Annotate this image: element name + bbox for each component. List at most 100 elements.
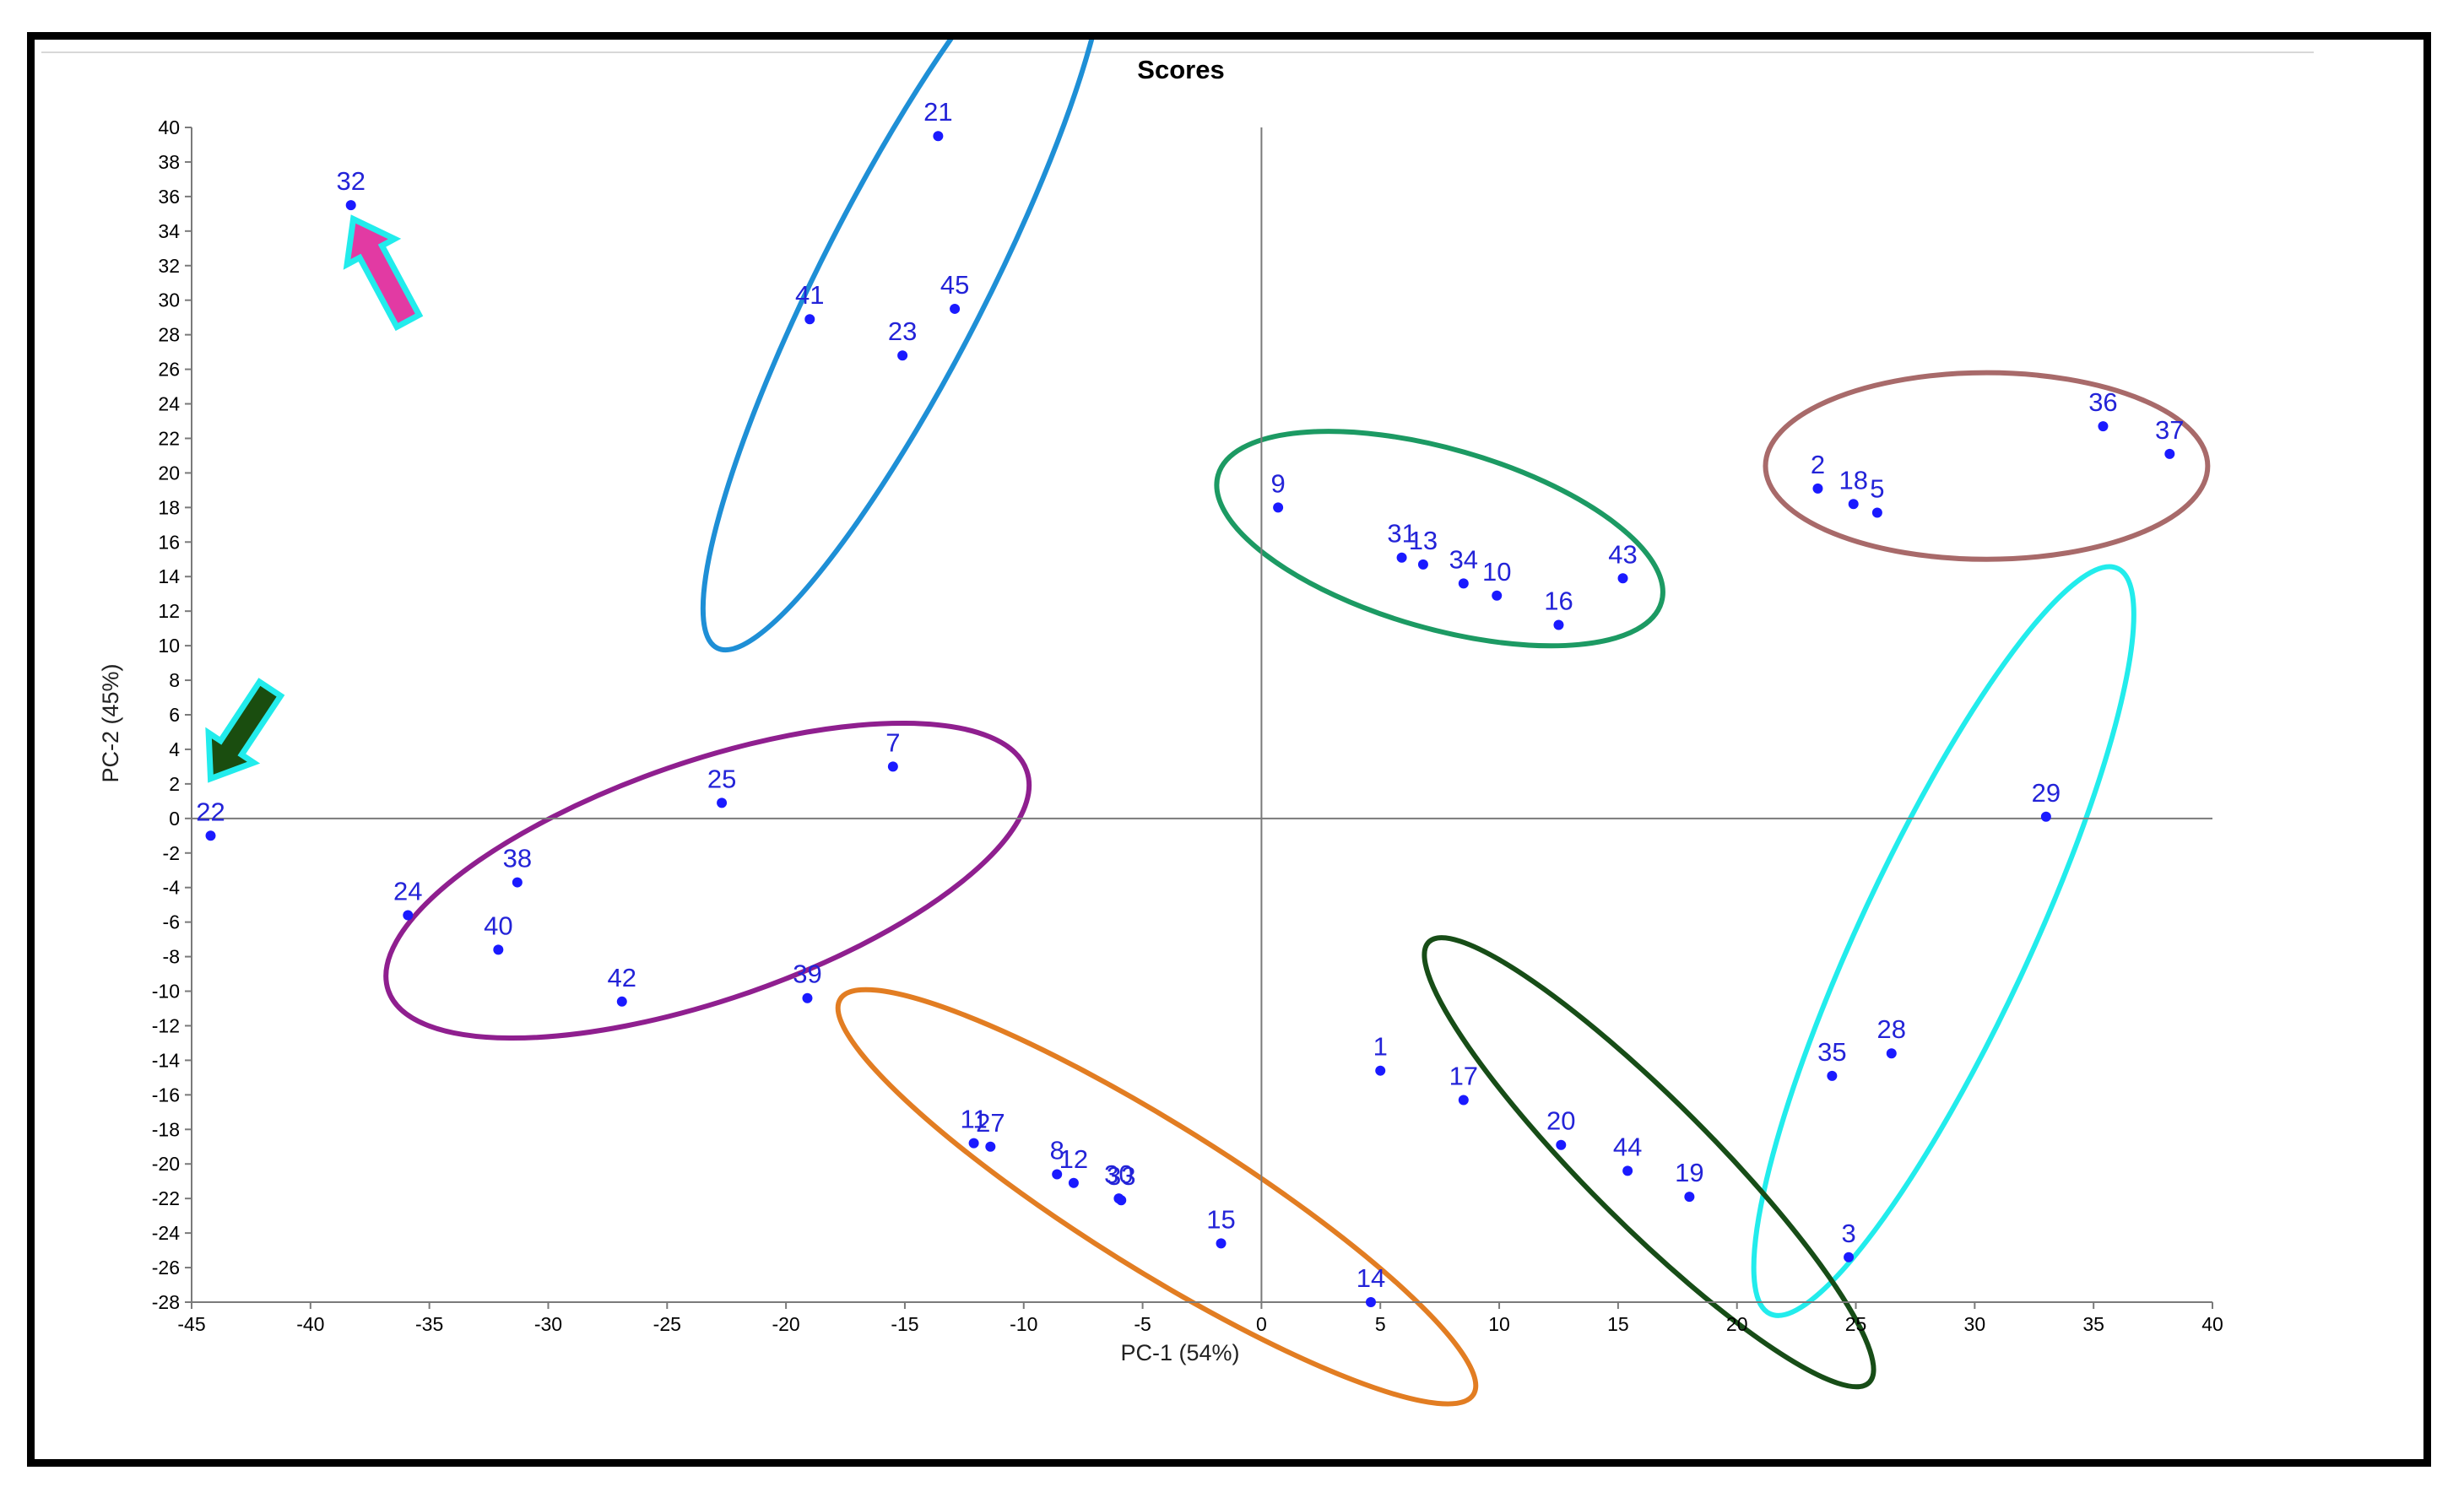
annotation-arrows	[205, 214, 424, 783]
group-ellipse-cyan	[1751, 564, 2136, 1318]
point-label-42: 42	[608, 963, 636, 992]
y-tick-label: 6	[169, 704, 180, 726]
x-axis-title: PC-1 (54%)	[1120, 1340, 1239, 1365]
x-tick-label: 20	[1726, 1313, 1748, 1335]
point-label-23: 23	[888, 316, 917, 346]
x-tick-label: -35	[415, 1313, 443, 1335]
x-tick-label: -10	[1010, 1313, 1037, 1335]
point-label-45: 45	[940, 270, 969, 300]
point-13	[1417, 559, 1428, 570]
point-24	[403, 910, 414, 921]
point-label-16: 16	[1544, 587, 1573, 616]
point-label-31: 31	[1387, 519, 1416, 549]
point-40	[493, 944, 504, 955]
point-label-28: 28	[1877, 1014, 1906, 1044]
point-label-24: 24	[393, 876, 422, 906]
y-tick-label: 24	[158, 393, 180, 415]
y-tick-label: 22	[158, 427, 180, 449]
y-tick-label: 2	[169, 773, 180, 795]
y-tick-label: -20	[152, 1153, 180, 1175]
y-tick-label: 18	[158, 496, 180, 518]
point-label-35: 35	[1817, 1037, 1846, 1067]
point-14	[1365, 1297, 1376, 1307]
point-5	[1871, 507, 1882, 518]
point-11	[968, 1138, 979, 1149]
y-tick-label: 30	[158, 289, 180, 311]
x-tick-label: 40	[2201, 1313, 2223, 1335]
y-axis-title: PC-2 (45%)	[98, 663, 123, 782]
point-42	[616, 996, 627, 1007]
point-label-18: 18	[1839, 465, 1867, 495]
point-1	[1375, 1065, 1386, 1076]
x-tick-label: 15	[1607, 1313, 1629, 1335]
point-label-12: 12	[1059, 1144, 1088, 1174]
y-tick-label: -22	[152, 1187, 180, 1209]
point-label-39: 39	[793, 960, 821, 989]
axes	[185, 127, 2213, 1309]
y-tick-label: -12	[152, 1014, 180, 1036]
point-label-27: 27	[976, 1108, 1005, 1138]
x-tick-label: -30	[534, 1313, 562, 1335]
point-label-21: 21	[923, 97, 952, 127]
x-tick-label: -40	[296, 1313, 324, 1335]
point-label-1: 1	[1373, 1032, 1388, 1062]
x-tick-label: 25	[1845, 1313, 1867, 1335]
figure-frame: Scores PC-1 (54%) PC-2 (45%) -45 -40 -35 -3…	[27, 32, 2431, 1467]
point-45	[950, 303, 961, 314]
y-tick-label: -10	[152, 981, 180, 1003]
scores-chart: Scores PC-1 (54%) PC-2 (45%) -45 -40 -35 -3…	[41, 40, 2314, 1407]
x-tick-label: 30	[1964, 1313, 1986, 1335]
y-tick-label: 10	[158, 635, 180, 657]
point-10	[1492, 590, 1503, 601]
point-2	[1812, 483, 1823, 494]
point-9	[1273, 502, 1284, 513]
point-18	[1848, 499, 1859, 510]
point-22	[205, 830, 216, 841]
point-label-25: 25	[707, 764, 736, 793]
point-label-36: 36	[2088, 387, 2117, 417]
point-label-41: 41	[795, 280, 824, 310]
y-tick-label: 32	[158, 255, 180, 277]
point-37	[2164, 448, 2175, 459]
y-tick-label: -4	[163, 877, 181, 899]
y-tick-label: 38	[158, 151, 180, 173]
y-tick-label: 12	[158, 600, 180, 622]
x-tick-label: 35	[2082, 1313, 2104, 1335]
x-tick-label: -20	[772, 1313, 799, 1335]
point-label-11: 11	[961, 1105, 988, 1134]
y-tick-label: 4	[169, 738, 180, 760]
point-32	[345, 200, 356, 211]
point-38	[512, 877, 523, 888]
point-15	[1216, 1238, 1227, 1249]
point-label-3: 3	[1841, 1219, 1855, 1248]
point-20	[1556, 1139, 1567, 1150]
y-tick-label: 34	[158, 220, 180, 242]
point-35	[1827, 1070, 1838, 1081]
point-27	[985, 1141, 996, 1152]
y-tick-label: -18	[152, 1118, 180, 1140]
x-tick-label: 10	[1488, 1313, 1510, 1335]
point-44	[1622, 1165, 1633, 1176]
point-label-33: 33	[1107, 1161, 1135, 1191]
point-12	[1068, 1177, 1079, 1188]
point-label-30: 30	[1104, 1160, 1133, 1189]
point-41	[804, 314, 815, 325]
point-19	[1684, 1192, 1695, 1203]
y-tick-label: 28	[158, 324, 180, 346]
point-label-44: 44	[1613, 1132, 1642, 1161]
y-tick-label: -14	[152, 1049, 180, 1071]
point-label-2: 2	[1811, 450, 1825, 479]
y-tick-label: 26	[158, 359, 180, 381]
point-16	[1553, 619, 1564, 630]
group-ellipse-orange	[835, 987, 1479, 1407]
x-tick-label: 5	[1375, 1313, 1386, 1335]
point-label-15: 15	[1206, 1204, 1235, 1234]
dark-green-arrow	[205, 678, 285, 783]
y-tick-label: -6	[163, 911, 180, 933]
magenta-arrow	[343, 214, 424, 332]
tick-labels: -45 -40 -35 -30 -25 -20 -15 -10 -5 0 5 10 15 20 25 30 35…	[152, 116, 2223, 1335]
point-label-29: 29	[2032, 778, 2061, 808]
point-label-22: 22	[196, 797, 225, 826]
point-31	[1396, 552, 1407, 563]
point-28	[1886, 1048, 1897, 1059]
